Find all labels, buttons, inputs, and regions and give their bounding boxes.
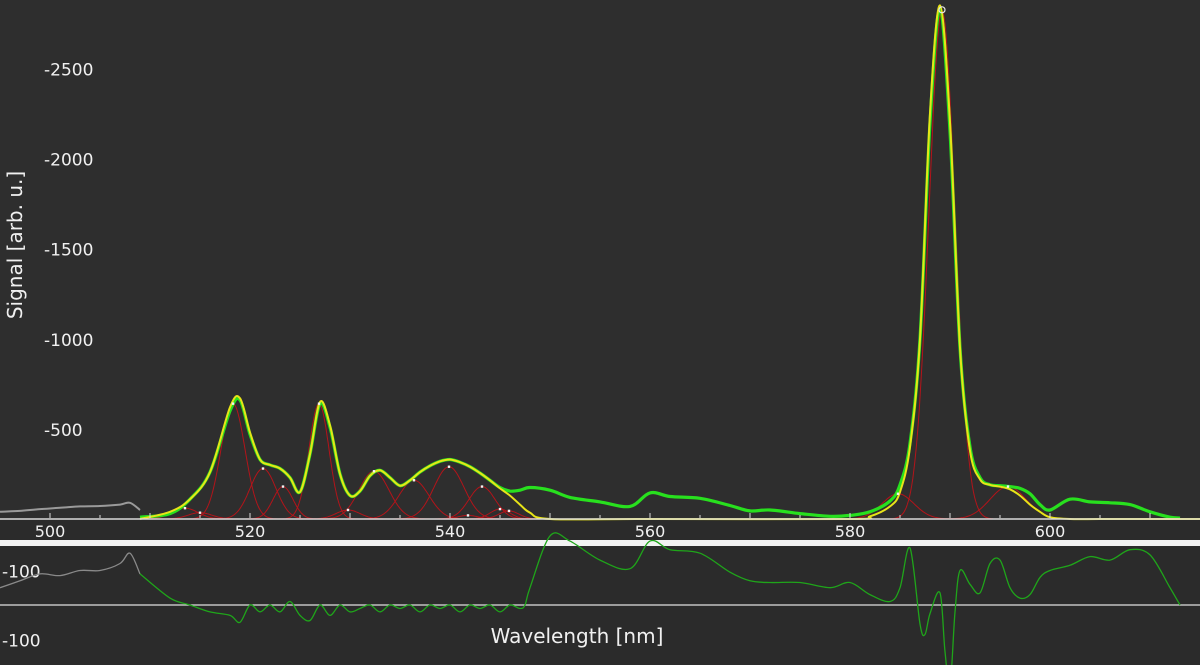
y-tick-label: -1500 bbox=[44, 241, 93, 261]
peak-marker bbox=[498, 507, 502, 511]
series-line-fit-sum bbox=[139, 4, 1200, 521]
peak-marker bbox=[198, 511, 202, 514]
y-tick-label: -1000 bbox=[44, 331, 93, 351]
main-plot-area[interactable] bbox=[0, 0, 1200, 520]
x-tick-label: 580 bbox=[835, 522, 866, 541]
peak-marker bbox=[412, 479, 416, 482]
panel-separator bbox=[0, 540, 1200, 546]
peak-marker bbox=[261, 467, 265, 470]
residual-plot-panel[interactable]: -100 -100 Wavelength [nm] bbox=[0, 532, 1200, 665]
main-y-axis: -500 -1000 -1500 -2000 -2500 bbox=[44, 60, 93, 440]
residual-series-group bbox=[0, 532, 1181, 665]
peak-marker bbox=[938, 6, 946, 14]
y-tick-label: -2500 bbox=[44, 60, 93, 80]
main-x-axis: 500 520 540 560 580 600 bbox=[35, 513, 1151, 541]
peak-marker bbox=[231, 402, 235, 405]
peak-marker bbox=[183, 506, 187, 510]
peak-marker bbox=[480, 485, 484, 488]
x-tick-label: 500 bbox=[35, 522, 66, 541]
y-tick-label: -2000 bbox=[44, 151, 93, 171]
peak-marker bbox=[1006, 485, 1010, 488]
peak-marker bbox=[896, 492, 900, 495]
peak-marker bbox=[466, 514, 470, 517]
y-tick-label: -500 bbox=[44, 421, 83, 441]
residual-y-axis: -100 -100 bbox=[2, 562, 41, 651]
peak-marker bbox=[346, 508, 350, 512]
peak-marker bbox=[372, 470, 376, 473]
series-line-measured-unfitted bbox=[0, 501, 141, 513]
peak-marker bbox=[281, 485, 285, 488]
series-line-residual-unfitted bbox=[0, 552, 141, 589]
x-tick-label: 560 bbox=[635, 522, 666, 541]
residual-y-tick-label: -100 bbox=[2, 562, 41, 582]
x-tick-label: 540 bbox=[435, 522, 466, 541]
peak-marker bbox=[447, 465, 451, 468]
peak-marker bbox=[507, 509, 511, 513]
x-tick-label: 600 bbox=[1035, 522, 1066, 541]
main-series-group bbox=[0, 4, 1200, 521]
residual-y-tick-label: -100 bbox=[2, 632, 41, 652]
peak-markers bbox=[183, 6, 1010, 517]
y-axis-label: Signal [arb. u.] bbox=[3, 171, 27, 319]
main-plot-panel[interactable]: -500 -1000 -1500 -2000 -2500 500 520 540 560 580… bbox=[0, 0, 1200, 541]
x-tick-label: 520 bbox=[235, 522, 266, 541]
series-line-residual-fitted bbox=[139, 532, 1181, 665]
x-axis-label: Wavelength [nm] bbox=[491, 624, 664, 648]
peak-marker bbox=[317, 402, 321, 405]
